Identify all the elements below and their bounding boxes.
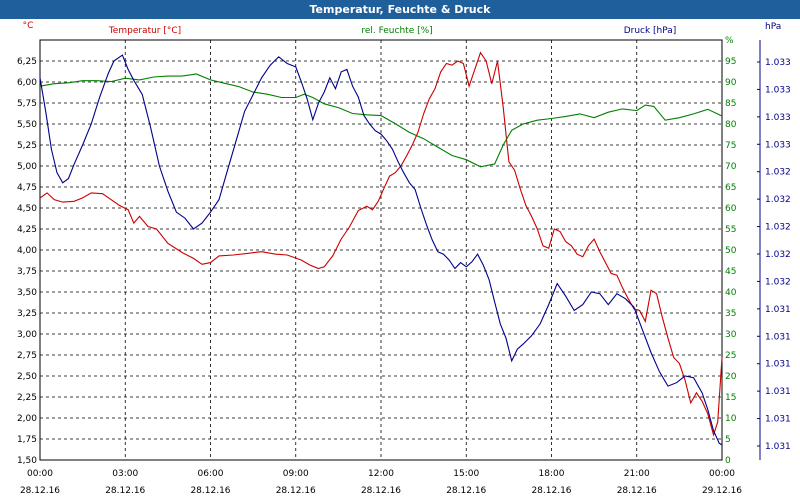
pressure-tick-label: 1.032 — [765, 223, 791, 233]
legend-temperature: Temperatur [°C] — [108, 26, 181, 36]
x-tick-label: 06:00 — [198, 469, 224, 479]
humidity-tick-label: 35 — [725, 309, 736, 319]
temp-tick-label: 5,00 — [17, 162, 37, 172]
x-date-label: 28.12.16 — [190, 486, 230, 496]
pressure-tick-label: 1.031 — [765, 387, 791, 397]
x-date-label: 28.12.16 — [20, 486, 60, 496]
humidity-tick-label: 75 — [725, 141, 736, 151]
humidity-tick-label: 50 — [725, 246, 737, 256]
pressure-tick-label: 1.032 — [765, 277, 791, 287]
temp-tick-label: 2,25 — [17, 393, 37, 403]
x-date-label: 28.12.16 — [361, 486, 401, 496]
series-line-temperature — [39, 51, 723, 437]
humidity-tick-label: 5 — [725, 435, 731, 445]
temp-tick-label: 6,00 — [17, 78, 37, 88]
humidity-tick-label: 95 — [725, 57, 736, 67]
legend-humidity: rel. Feuchte [%] — [361, 26, 432, 36]
temp-tick-label: 3,75 — [17, 267, 37, 277]
temp-unit-label: °C — [23, 21, 34, 31]
pressure-tick-label: 1.031 — [765, 415, 791, 425]
temp-tick-label: 1,50 — [17, 456, 37, 466]
humidity-tick-label: 20 — [725, 372, 737, 382]
humidity-tick-label: 10 — [725, 414, 737, 424]
humidity-tick-label: 55 — [725, 225, 736, 235]
humidity-tick-label: % — [725, 36, 734, 46]
temp-tick-label: 3,00 — [17, 330, 37, 340]
humidity-tick-label: 25 — [725, 351, 736, 361]
x-date-label: 29.12.16 — [702, 486, 742, 496]
humidity-tick-label: 40 — [725, 288, 737, 298]
pressure-tick-label: 1.031 — [765, 332, 791, 342]
humidity-tick-label: 30 — [725, 330, 737, 340]
temp-tick-label: 2,00 — [17, 414, 37, 424]
series-line-humidity — [39, 73, 723, 168]
x-date-label: 28.12.16 — [446, 486, 486, 496]
temp-tick-label: 2,75 — [17, 351, 37, 361]
pressure-tick-label: 1.032 — [765, 250, 791, 260]
humidity-tick-label: 80 — [725, 120, 737, 130]
x-tick-label: 12:00 — [368, 469, 394, 479]
pressure-tick-label: 1.031 — [765, 442, 791, 452]
pressure-tick-label: 1.032 — [765, 195, 791, 205]
line-chart: 1,50 1,75 2,00 2,25 2,50 2,75 3,00 3,25 3,50 3,75… — [17, 21, 791, 496]
humidity-tick-label: 85 — [725, 99, 736, 109]
temp-tick-label: 3,25 — [17, 309, 37, 319]
x-tick-label: 09:00 — [283, 469, 309, 479]
x-date-label: 28.12.16 — [531, 486, 571, 496]
temp-tick-label: 4,25 — [17, 225, 37, 235]
pressure-tick-label: 1.033 — [765, 113, 791, 123]
x-tick-label: 00:00 — [709, 469, 735, 479]
temp-tick-label: 5,25 — [17, 141, 37, 151]
humidity-tick-label: 65 — [725, 183, 736, 193]
chart-title: Temperatur, Feuchte & Druck — [0, 0, 800, 19]
legend-pressure: Druck [hPa] — [624, 26, 677, 36]
temp-tick-label: 3,50 — [17, 288, 37, 298]
series-line-pressure — [39, 54, 723, 446]
pressure-unit-label: hPa — [765, 22, 781, 32]
pressure-tick-label: 1.033 — [765, 85, 791, 95]
x-date-label: 28.12.16 — [105, 486, 145, 496]
humidity-tick-label: 15 — [725, 393, 736, 403]
humidity-tick-label: 0 — [725, 456, 731, 466]
temp-tick-label: 4,75 — [17, 183, 37, 193]
x-tick-label: 00:00 — [27, 469, 53, 479]
pressure-tick-label: 1.031 — [765, 305, 791, 315]
humidity-tick-label: 90 — [725, 78, 737, 88]
x-tick-label: 15:00 — [453, 469, 479, 479]
pressure-tick-label: 1.033 — [765, 140, 791, 150]
temp-tick-label: 5,50 — [17, 120, 37, 130]
x-date-label: 28.12.16 — [617, 486, 657, 496]
temp-tick-label: 4,50 — [17, 204, 37, 214]
x-tick-label: 18:00 — [539, 469, 565, 479]
pressure-tick-label: 1.033 — [765, 58, 791, 68]
humidity-tick-label: 60 — [725, 204, 737, 214]
temp-tick-label: 5,75 — [17, 99, 37, 109]
humidity-tick-label: 45 — [725, 267, 736, 277]
pressure-tick-label: 1.032 — [765, 168, 791, 178]
pressure-tick-label: 1.031 — [765, 360, 791, 370]
x-tick-label: 03:00 — [112, 469, 138, 479]
temp-tick-label: 1,75 — [17, 435, 37, 445]
temp-tick-label: 2,50 — [17, 372, 37, 382]
x-date-label: 28.12.16 — [276, 486, 316, 496]
x-tick-label: 21:00 — [624, 469, 650, 479]
temp-tick-label: 4,00 — [17, 246, 37, 256]
humidity-tick-label: 70 — [725, 162, 737, 172]
temp-tick-label: 6,25 — [17, 57, 37, 67]
